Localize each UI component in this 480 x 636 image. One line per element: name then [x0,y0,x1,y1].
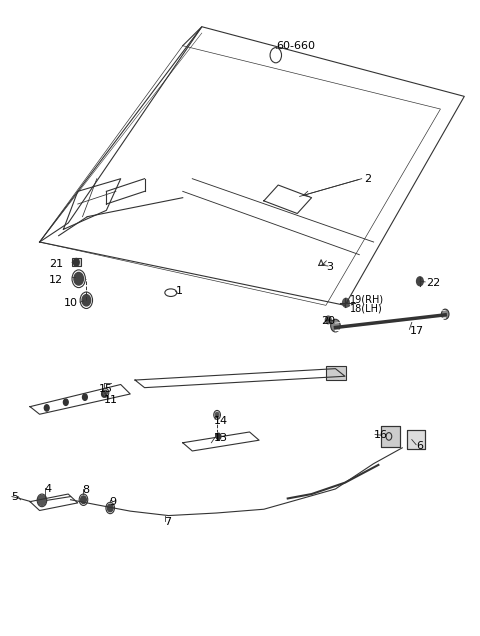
Text: 18(LH): 18(LH) [350,303,383,314]
Text: 15: 15 [99,384,113,394]
Text: 14: 14 [214,415,228,425]
Text: 9: 9 [109,497,116,507]
Text: 13: 13 [214,433,228,443]
Text: 7: 7 [164,517,171,527]
Circle shape [102,391,107,397]
Text: 17: 17 [409,326,423,336]
Text: 1: 1 [176,286,182,296]
Text: 19(RH): 19(RH) [350,294,384,304]
Bar [381,426,400,446]
Text: 11: 11 [104,396,118,405]
Text: 12: 12 [49,275,63,285]
Circle shape [74,272,84,285]
Circle shape [82,294,91,306]
Text: 8: 8 [83,485,90,495]
Bar [407,430,425,449]
Text: 10: 10 [64,298,78,308]
Circle shape [215,412,219,417]
Circle shape [83,394,87,400]
Text: 20: 20 [321,316,335,326]
Text: 16: 16 [373,430,388,440]
Bar [326,366,346,380]
Circle shape [216,433,221,439]
Circle shape [73,258,79,266]
Bar [72,258,81,266]
Circle shape [325,316,331,324]
Circle shape [44,404,49,411]
Text: 2: 2 [364,174,371,184]
Circle shape [442,309,449,319]
Text: 21: 21 [49,259,63,269]
Text: 6: 6 [417,441,423,451]
Text: 60-660: 60-660 [276,41,315,51]
Circle shape [104,391,108,395]
Bar [407,430,425,449]
Text: 4: 4 [44,484,51,494]
Circle shape [63,399,68,405]
Bar [381,426,400,446]
Circle shape [38,495,46,506]
Text: 22: 22 [426,278,440,288]
Circle shape [108,504,113,512]
Text: 5: 5 [11,492,18,502]
Circle shape [343,298,349,307]
Circle shape [417,277,423,286]
Circle shape [81,496,86,504]
Circle shape [331,319,340,332]
Text: 3: 3 [326,262,333,272]
